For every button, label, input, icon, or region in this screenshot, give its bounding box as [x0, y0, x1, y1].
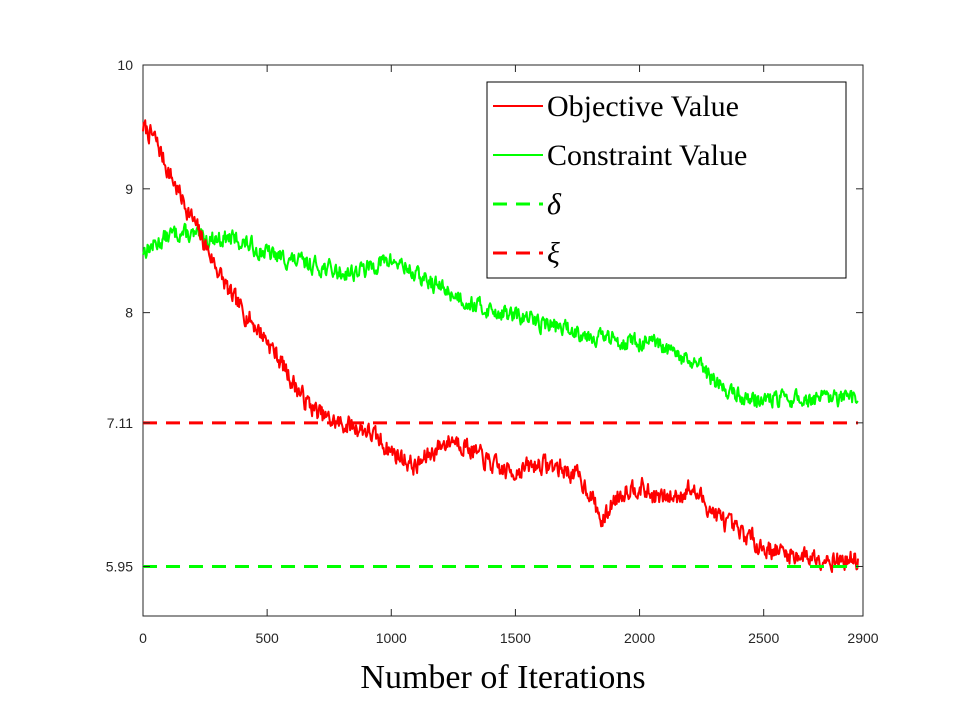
legend-items: Objective Value Constraint Value δξ — [493, 90, 747, 270]
objective-value-line — [142, 119, 859, 573]
y-tick-label: 8 — [125, 305, 133, 321]
y-axis-ticks: 5.95 7.11 8 9 10 — [106, 57, 863, 574]
y-tick-label: 7.11 — [107, 415, 133, 431]
y-tick-label: 5.95 — [106, 558, 133, 574]
legend-xi-label: ξ — [547, 237, 560, 270]
x-axis-title: Number of Iterations — [360, 659, 645, 696]
legend-objective-value-label: Objective Value — [547, 90, 739, 123]
x-tick-label: 2900 — [847, 630, 878, 646]
legend-constraint-value: Constraint Value — [493, 139, 747, 172]
legend-delta-label: δ — [547, 188, 562, 221]
x-tick-label: 500 — [255, 630, 279, 646]
legend-constraint-value-label: Constraint Value — [547, 139, 747, 172]
y-tick-label: 9 — [125, 181, 133, 197]
series-layer — [142, 119, 859, 573]
legend-box — [486, 81, 847, 279]
x-tick-label: 2500 — [748, 630, 779, 646]
x-tick-label: 1000 — [376, 630, 407, 646]
x-axis-ticks: 0 500 1000 1500 2000 2500 2900 — [139, 65, 879, 646]
legend-xi: ξ — [493, 237, 560, 270]
x-tick-label: 0 — [139, 630, 147, 646]
legend-objective-value: Objective Value — [493, 90, 739, 123]
x-tick-label: 2000 — [624, 630, 655, 646]
constraint-value-line — [142, 222, 859, 409]
x-tick-label: 1500 — [500, 630, 531, 646]
y-tick-label: 10 — [117, 57, 133, 73]
legend: Objective Value Constraint Value δξ — [486, 81, 847, 279]
legend-delta: δ — [493, 188, 562, 221]
